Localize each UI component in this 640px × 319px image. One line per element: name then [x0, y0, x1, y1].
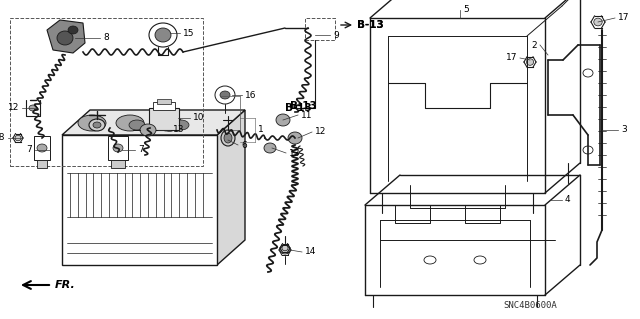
Ellipse shape — [166, 122, 174, 128]
Bar — [10, 18, 203, 166]
Polygon shape — [217, 110, 245, 265]
Text: 17: 17 — [618, 13, 630, 23]
Ellipse shape — [526, 59, 534, 65]
Text: B-13: B-13 — [285, 103, 312, 113]
Text: 17: 17 — [506, 54, 517, 63]
Bar — [305, 18, 335, 40]
Ellipse shape — [282, 245, 288, 251]
Text: 3: 3 — [621, 125, 627, 135]
Text: 5: 5 — [463, 5, 468, 14]
Ellipse shape — [29, 105, 37, 111]
Ellipse shape — [154, 115, 182, 131]
Text: 12: 12 — [8, 103, 19, 113]
Ellipse shape — [68, 26, 78, 34]
Ellipse shape — [155, 28, 171, 42]
Polygon shape — [47, 20, 85, 53]
Text: SNC4B0600A: SNC4B0600A — [503, 300, 557, 309]
Text: B-13: B-13 — [357, 20, 384, 30]
Ellipse shape — [220, 91, 230, 99]
Text: B-13: B-13 — [357, 20, 384, 30]
Ellipse shape — [57, 31, 73, 45]
Ellipse shape — [173, 120, 189, 130]
Text: 15: 15 — [183, 28, 195, 38]
Text: 13: 13 — [289, 149, 301, 158]
Bar — [37, 160, 47, 168]
Ellipse shape — [583, 146, 593, 154]
Ellipse shape — [15, 135, 21, 141]
Ellipse shape — [162, 119, 178, 131]
Ellipse shape — [264, 143, 276, 153]
Polygon shape — [62, 110, 245, 135]
Ellipse shape — [474, 256, 486, 264]
Bar — [157, 99, 171, 104]
Ellipse shape — [224, 133, 232, 143]
Ellipse shape — [89, 119, 105, 131]
Bar — [149, 108, 179, 130]
Text: 4: 4 — [565, 196, 571, 204]
Text: 6: 6 — [241, 140, 247, 150]
Text: 16: 16 — [245, 91, 257, 100]
Text: 14: 14 — [305, 248, 316, 256]
Ellipse shape — [129, 120, 145, 130]
Ellipse shape — [288, 132, 302, 144]
Ellipse shape — [78, 115, 106, 131]
Text: B-13: B-13 — [290, 101, 317, 111]
Ellipse shape — [583, 69, 593, 77]
Bar — [111, 160, 125, 168]
Ellipse shape — [149, 23, 177, 47]
Text: 7: 7 — [138, 145, 144, 154]
Text: 18: 18 — [0, 133, 5, 143]
Ellipse shape — [140, 124, 156, 136]
Ellipse shape — [221, 130, 235, 146]
Text: 8: 8 — [103, 33, 109, 42]
Text: 1: 1 — [258, 125, 264, 135]
Text: 11: 11 — [301, 110, 312, 120]
Ellipse shape — [37, 144, 47, 152]
Ellipse shape — [215, 86, 235, 104]
Ellipse shape — [116, 115, 144, 131]
Bar — [108, 136, 128, 160]
Text: 9: 9 — [333, 31, 339, 40]
Text: 13: 13 — [173, 125, 184, 135]
Text: FR.: FR. — [55, 280, 76, 290]
Bar — [153, 102, 175, 110]
Ellipse shape — [151, 120, 167, 130]
Bar — [34, 136, 50, 160]
Ellipse shape — [424, 256, 436, 264]
Text: 7: 7 — [26, 145, 32, 154]
Text: 12: 12 — [315, 128, 326, 137]
Ellipse shape — [93, 122, 101, 128]
Ellipse shape — [594, 18, 602, 26]
Ellipse shape — [113, 144, 123, 152]
Text: 10: 10 — [193, 114, 205, 122]
Ellipse shape — [280, 246, 290, 254]
Bar — [62, 135, 217, 265]
Ellipse shape — [276, 114, 290, 126]
Text: 2: 2 — [531, 41, 537, 49]
